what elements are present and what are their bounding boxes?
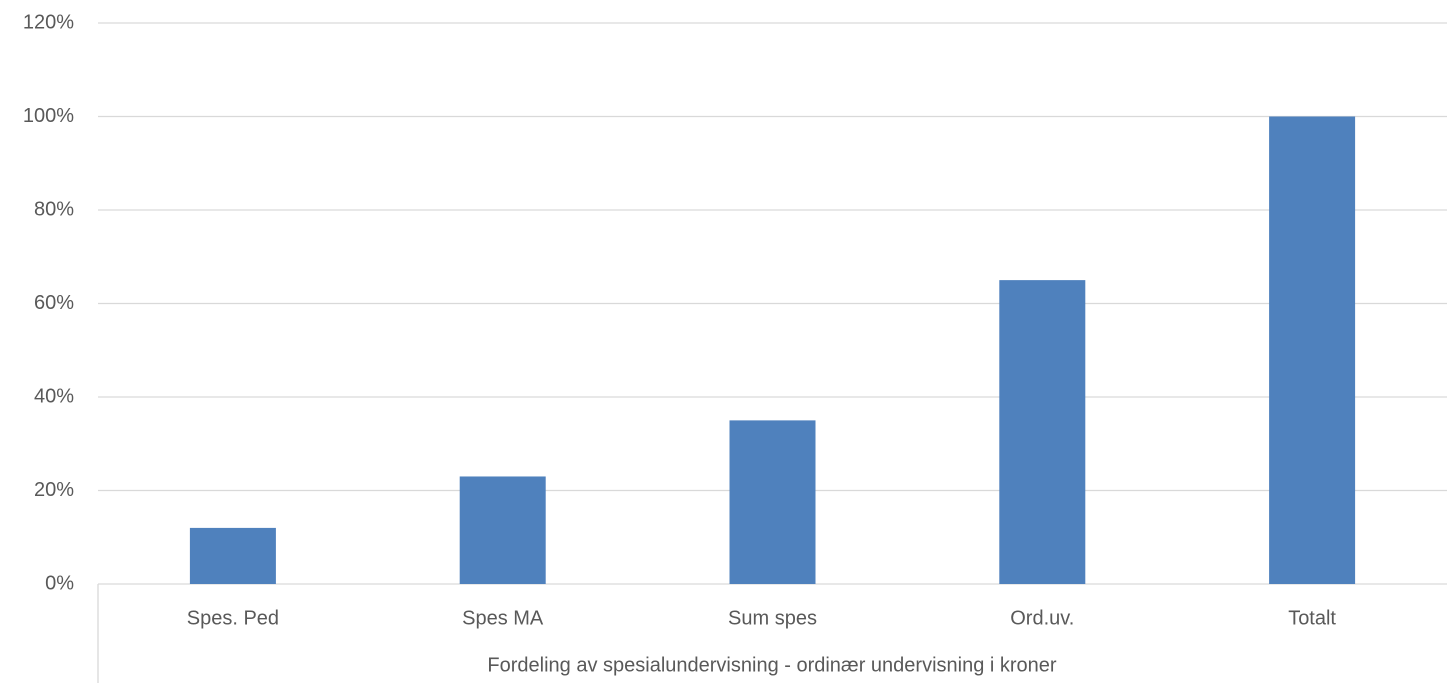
y-tick-label: 100% [23, 105, 74, 127]
x-tick-label: Sum spes [728, 607, 817, 629]
bar [189, 527, 276, 584]
y-tick-label: 60% [34, 292, 74, 314]
bar [729, 420, 816, 584]
x-axis-label: Fordeling av spesialundervisning - ordin… [487, 654, 1057, 676]
y-tick-label: 0% [45, 572, 74, 594]
y-tick-label: 40% [34, 385, 74, 407]
x-tick-label: Spes. Ped [187, 607, 279, 629]
y-tick-label: 20% [34, 479, 74, 501]
bar [999, 280, 1086, 584]
bar [1269, 116, 1356, 584]
y-tick-label: 120% [23, 11, 74, 33]
x-tick-label: Ord.uv. [1010, 607, 1074, 629]
x-tick-label: Totalt [1288, 607, 1336, 629]
y-tick-label: 80% [34, 198, 74, 220]
x-tick-label: Spes MA [462, 607, 544, 629]
bar [459, 476, 546, 584]
